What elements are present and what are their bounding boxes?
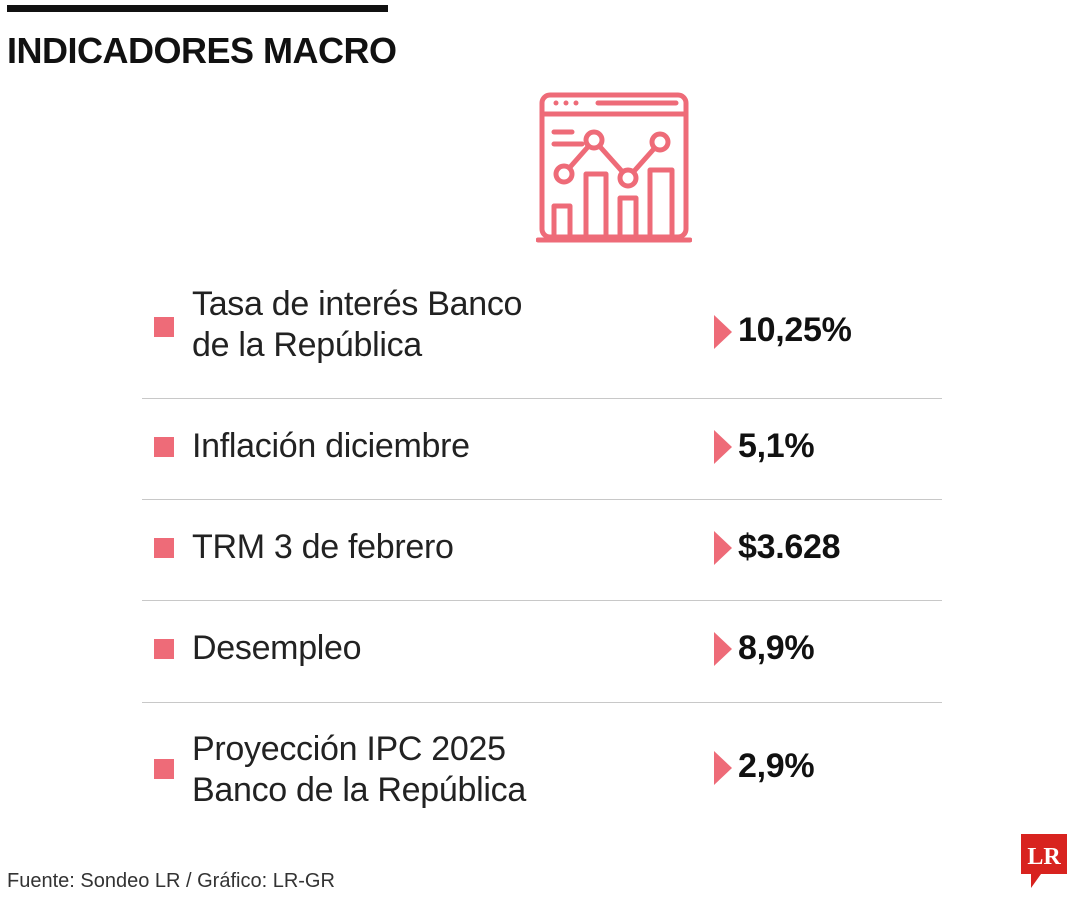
top-rule	[7, 5, 388, 12]
square-bullet	[154, 538, 174, 558]
indicator-label: Inflación diciembre	[192, 427, 470, 465]
svg-text:LR: LR	[1027, 844, 1061, 870]
triangle-right-icon	[714, 315, 732, 349]
dashboard-chart-icon	[536, 92, 692, 243]
indicator-label: Tasa de interés Banco de la República	[192, 285, 523, 364]
indicator-row-cpi-projection: Proyección IPC 2025 Banco de la Repúblic…	[142, 703, 942, 833]
lr-logo: LR	[1021, 834, 1067, 888]
indicator-value: 5,1%	[738, 427, 815, 465]
square-bullet	[154, 437, 174, 457]
indicator-value: 2,9%	[738, 747, 815, 785]
indicator-row-trm: TRM 3 de febrero $3.628	[142, 500, 942, 601]
indicator-value: 8,9%	[738, 629, 815, 667]
square-bullet	[154, 759, 174, 779]
square-bullet	[154, 317, 174, 337]
indicator-row-inflation: Inflación diciembre 5,1%	[142, 399, 942, 500]
indicator-value: 10,25%	[738, 311, 852, 349]
indicator-value: $3.628	[738, 528, 841, 566]
triangle-right-icon	[714, 531, 732, 565]
indicator-label: Proyección IPC 2025 Banco de la Repúblic…	[192, 730, 526, 809]
indicator-label: TRM 3 de febrero	[192, 528, 454, 566]
indicator-row-unemployment: Desempleo 8,9%	[142, 601, 942, 703]
indicator-label: Desempleo	[192, 629, 362, 667]
triangle-right-icon	[714, 632, 732, 666]
source-credit: Fuente: Sondeo LR / Gráfico: LR-GR	[7, 870, 335, 892]
triangle-right-icon	[714, 430, 732, 464]
page-title: INDICADORES MACRO	[7, 30, 397, 71]
indicator-list: Tasa de interés Banco de la República 10…	[142, 268, 942, 833]
indicator-row-interest-rate: Tasa de interés Banco de la República 10…	[142, 268, 942, 399]
triangle-right-icon	[714, 751, 732, 785]
square-bullet	[154, 639, 174, 659]
